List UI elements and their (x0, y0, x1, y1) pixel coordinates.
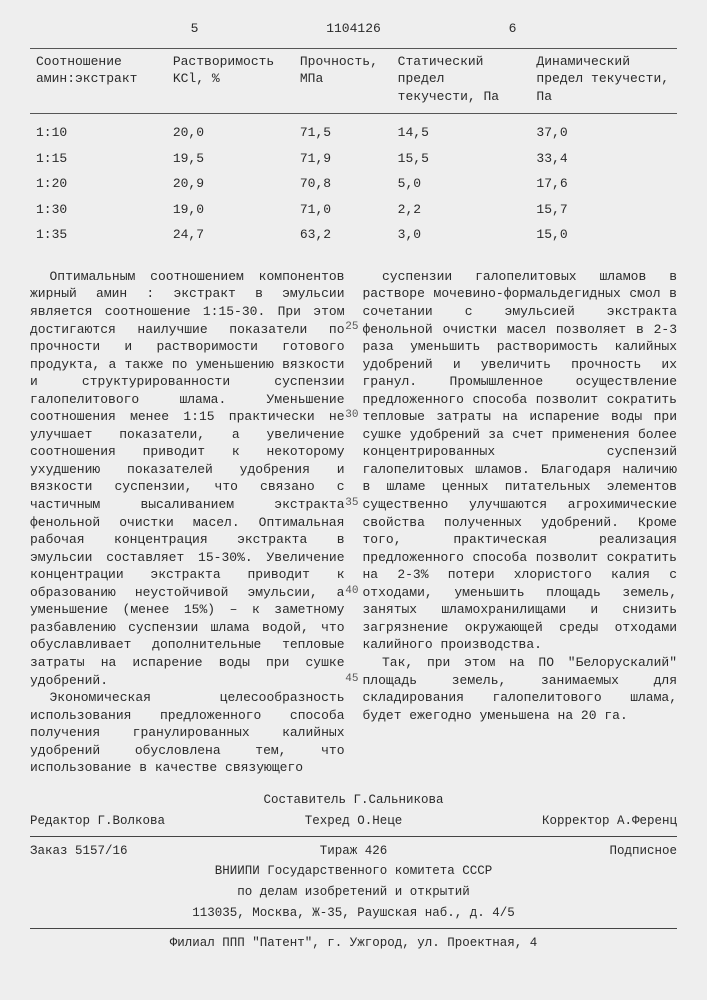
table-cell: 70,8 (294, 171, 392, 197)
table-cell: 1:15 (30, 146, 167, 172)
col-header: Растворимость KCl, % (167, 48, 294, 114)
table-cell: 20,9 (167, 171, 294, 197)
page-header: 5 1104126 6 (30, 20, 677, 38)
col-header: Статический предел текучести, Па (392, 48, 531, 114)
corrector: Корректор А.Ференц (461, 813, 677, 830)
doc-number: 1104126 (326, 20, 381, 38)
page-right: 6 (509, 20, 517, 38)
page-left: 5 (191, 20, 199, 38)
address: Филиал ППП "Патент", г. Ужгород, ул. Про… (30, 935, 677, 952)
table-body: 1:1020,071,514,537,01:1519,571,915,533,4… (30, 114, 677, 248)
line-number: 30 (345, 408, 358, 423)
org-line: ВНИИПИ Государственного комитета СССР (30, 863, 677, 880)
col-header: Соотношение амин:экстракт (30, 48, 167, 114)
body-columns: 25 30 35 40 45 Оптимальным соотношением … (30, 268, 677, 777)
table-cell: 71,5 (294, 114, 392, 146)
body-paragraph: Оптимальным соотношением компонентов жир… (30, 268, 345, 689)
table-row: 1:1519,571,915,533,4 (30, 146, 677, 172)
address: 113035, Москва, Ж-35, Раушская наб., д. … (30, 905, 677, 922)
divider (30, 928, 677, 929)
table-cell: 24,7 (167, 222, 294, 248)
subscription: Подписное (461, 843, 677, 860)
table-cell: 1:35 (30, 222, 167, 248)
table-cell: 2,2 (392, 197, 531, 223)
table-cell: 33,4 (530, 146, 677, 172)
right-column: суспензии галопелитовых шламов в раствор… (363, 268, 678, 777)
line-number: 40 (345, 584, 358, 599)
editor: Редактор Г.Волкова (30, 813, 246, 830)
table-cell: 19,0 (167, 197, 294, 223)
table-row: 1:3019,071,02,215,7 (30, 197, 677, 223)
circulation: Тираж 426 (246, 843, 462, 860)
col-header: Прочность, МПа (294, 48, 392, 114)
credits-row: Редактор Г.Волкова Техред О.Неце Коррект… (30, 813, 677, 830)
tech-editor: Техред О.Неце (246, 813, 462, 830)
table-cell: 71,9 (294, 146, 392, 172)
table-cell: 5,0 (392, 171, 531, 197)
line-number: 25 (345, 320, 358, 335)
table-cell: 37,0 (530, 114, 677, 146)
imprint-row: Заказ 5157/16 Тираж 426 Подписное (30, 843, 677, 860)
table-cell: 71,0 (294, 197, 392, 223)
order-number: Заказ 5157/16 (30, 843, 246, 860)
table-cell: 19,5 (167, 146, 294, 172)
table-row: 1:2020,970,85,017,6 (30, 171, 677, 197)
table-cell: 15,5 (392, 146, 531, 172)
table-row: 1:3524,763,23,015,0 (30, 222, 677, 248)
data-table: Соотношение амин:экстракт Растворимость … (30, 48, 677, 248)
table-cell: 3,0 (392, 222, 531, 248)
table-cell: 63,2 (294, 222, 392, 248)
col-header: Динамический предел текучести, Па (530, 48, 677, 114)
table-cell: 17,6 (530, 171, 677, 197)
table-cell: 15,0 (530, 222, 677, 248)
table-cell: 14,5 (392, 114, 531, 146)
table-row: 1:1020,071,514,537,0 (30, 114, 677, 146)
line-number: 35 (345, 496, 358, 511)
org-line: по делам изобретений и открытий (30, 884, 677, 901)
table-cell: 1:10 (30, 114, 167, 146)
left-column: 25 30 35 40 45 Оптимальным соотношением … (30, 268, 345, 777)
body-paragraph: суспензии галопелитовых шламов в раствор… (363, 268, 678, 654)
table-cell: 1:20 (30, 171, 167, 197)
line-number: 45 (345, 672, 358, 687)
divider (30, 836, 677, 837)
compiler-line: Составитель Г.Сальникова (30, 792, 677, 809)
table-cell: 15,7 (530, 197, 677, 223)
body-paragraph: Экономическая целесообразность использов… (30, 689, 345, 777)
table-cell: 20,0 (167, 114, 294, 146)
table-cell: 1:30 (30, 197, 167, 223)
body-paragraph: Так, при этом на ПО "Белорускалий" площа… (363, 654, 678, 724)
